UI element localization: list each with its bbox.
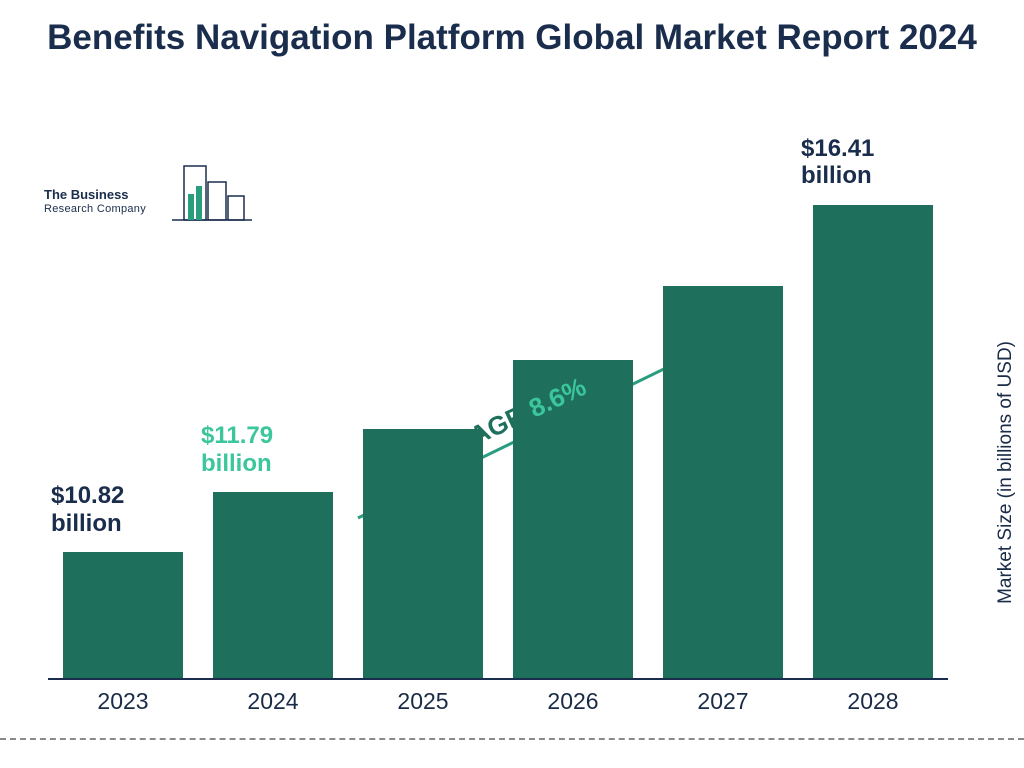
x-axis-tick-label: 2025 xyxy=(363,688,483,715)
bar-value-label: $16.41 billion xyxy=(801,135,945,190)
page-root: Benefits Navigation Platform Global Mark… xyxy=(0,0,1024,768)
x-axis-tick-label: 2026 xyxy=(513,688,633,715)
bar-value-label: $11.79 billion xyxy=(201,422,345,477)
bar xyxy=(213,492,333,678)
bar-value-label: $10.82 billion xyxy=(51,482,195,537)
x-axis-tick-label: 2028 xyxy=(813,688,933,715)
bar xyxy=(813,205,933,678)
chart-title: Benefits Navigation Platform Global Mark… xyxy=(0,18,1024,58)
bar xyxy=(363,429,483,678)
x-axis-tick-label: 2027 xyxy=(663,688,783,715)
x-axis-baseline xyxy=(48,678,948,680)
bar xyxy=(663,286,783,678)
x-axis-tick-label: 2023 xyxy=(63,688,183,715)
footer-divider xyxy=(0,738,1024,740)
bar xyxy=(63,552,183,678)
x-axis-tick-label: 2024 xyxy=(213,688,333,715)
chart-area: CAGR 8.6% xyxy=(48,150,948,680)
y-axis-label: Market Size (in billions of USD) xyxy=(995,341,1017,604)
